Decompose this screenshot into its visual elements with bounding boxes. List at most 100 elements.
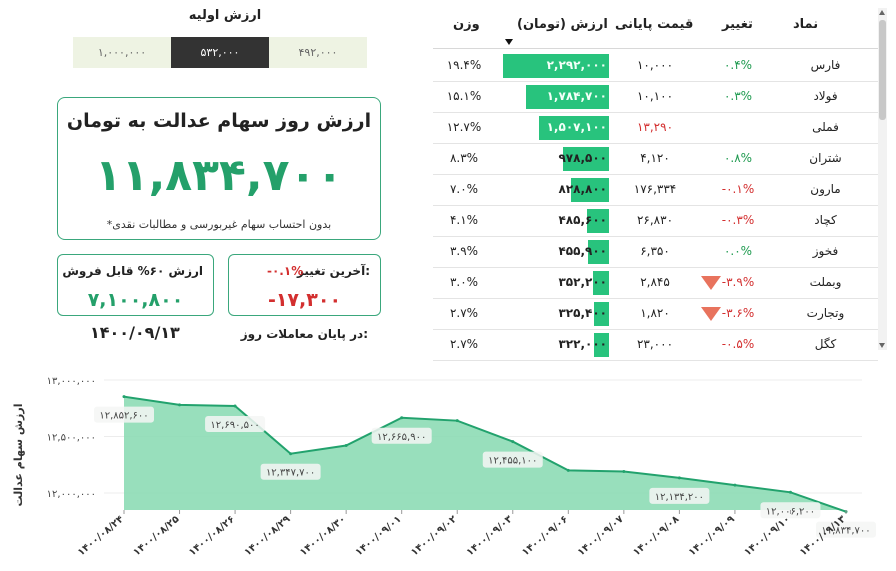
data-point (733, 483, 737, 487)
row-close-price: ۱۷۶,۳۳۴ (633, 182, 677, 196)
toggle-option-492000[interactable]: ۱,۰۰۰,۰۰۰ (73, 37, 171, 68)
table-scrollbar[interactable] (878, 8, 887, 350)
row-symbol[interactable]: مارون (810, 182, 841, 196)
row-close-price: ۱۰,۰۰۰ (636, 58, 674, 72)
row-change: ۰.۸% (723, 151, 753, 165)
data-label-bg (94, 406, 154, 423)
trading-date-label: در پایان معاملات روز: (240, 327, 368, 341)
x-tick-label: ۱۴۰۰/۰۹/۰۹ (687, 514, 737, 559)
row-close-price: ۴,۱۲۰ (640, 151, 670, 165)
row-value-bar (571, 178, 609, 202)
data-point (400, 416, 404, 420)
row-value-text: ۸۲۸,۸۰۰ (558, 182, 607, 196)
last-change-percent: -۰.۱% (267, 264, 304, 278)
table-row[interactable]: فارس ۰.۴% ۱۰,۰۰۰ ۲,۲۹۲,۰۰۰ ۱۹.۴% (433, 50, 878, 82)
table-row[interactable]: وبملت -۳.۹% ۲,۸۴۵ ۳۵۲,۲۰۰ ۳.۰% (433, 267, 878, 299)
row-symbol[interactable]: فخوز (812, 244, 839, 258)
row-symbol[interactable]: وبملت (809, 275, 842, 289)
table-row[interactable]: فملی ۱۳,۲۹۰ ۱,۵۰۷,۱۰۰ ۱۲.۷% (433, 112, 878, 144)
holdings-table: نماد تغییر قیمت پایانی ارزش (تومان) وزن … (433, 8, 878, 361)
sort-desc-icon[interactable] (505, 39, 513, 45)
data-point (233, 404, 237, 408)
row-symbol[interactable]: فولاد (813, 89, 838, 103)
data-point (344, 444, 348, 448)
sellable-value-card: ارزش ۶۰% قابل فروش ۷,۱۰۰,۸۰۰ (57, 254, 214, 316)
row-weight: ۲.۷% (449, 337, 479, 351)
header-close[interactable]: قیمت پایانی (615, 17, 694, 32)
table-row[interactable]: فخوز ۰.۰% ۶,۳۵۰ ۴۵۵,۹۰۰ ۳.۹% (433, 236, 878, 268)
row-close-price: ۲,۸۴۵ (640, 275, 670, 289)
warning-down-icon (701, 307, 721, 321)
row-value-bar (588, 240, 609, 264)
row-symbol[interactable]: کچاد (814, 213, 837, 227)
row-symbol[interactable]: فارس (810, 58, 841, 72)
data-point (455, 419, 459, 423)
row-close-price: ۲۶,۸۳۰ (636, 213, 674, 227)
row-value-text: ۳۲۲,۰۰۰ (558, 337, 607, 351)
header-weight[interactable]: وزن (453, 17, 480, 32)
row-value: ۳۲۵,۴۰۰ (501, 298, 609, 328)
row-value-bar (539, 116, 609, 140)
table-row[interactable]: کچاد -۰.۳% ۲۶,۸۳۰ ۴۸۵,۶۰۰ ۴.۱% (433, 205, 878, 237)
table-row[interactable]: فولاد ۰.۳% ۱۰,۱۰۰ ۱,۷۸۴,۷۰۰ ۱۵.۱% (433, 81, 878, 113)
toggle-option-532000[interactable]: ۵۳۲,۰۰۰ (171, 37, 269, 68)
row-value-text: ۴۵۵,۹۰۰ (558, 244, 607, 258)
initial-value-title: ارزش اولیه (188, 8, 262, 23)
row-symbol[interactable]: فملی (812, 120, 839, 134)
toggle-option-492000[interactable]: ۴۹۲,۰۰۰ (269, 37, 367, 68)
row-value: ۱,۷۸۴,۷۰۰ (501, 81, 609, 111)
data-label-bg (482, 451, 543, 468)
data-point (178, 403, 182, 407)
scroll-up-icon[interactable] (879, 10, 885, 15)
table-row[interactable]: مارون -۰.۱% ۱۷۶,۳۳۴ ۸۲۸,۸۰۰ ۷.۰% (433, 174, 878, 206)
row-value-text: ۱,۷۸۴,۷۰۰ (546, 89, 607, 103)
last-change-card: آخرین تغییر: -۰.۱% -۱۷,۳۰۰ (228, 254, 381, 316)
row-close-price: ۱,۸۲۰ (640, 306, 670, 320)
x-tick-label: ۱۴۰۰/۰۹/۰۳ (465, 514, 515, 559)
row-value: ۴۸۵,۶۰۰ (501, 205, 609, 235)
row-value-text: ۴۸۵,۶۰۰ (558, 213, 607, 227)
row-weight: ۳.۰% (449, 275, 479, 289)
row-value: ۱,۵۰۷,۱۰۰ (501, 112, 609, 142)
row-change: -۳.۹% (721, 275, 755, 289)
x-tick-label: ۱۴۰۰/۰۸/۲۵ (131, 514, 181, 559)
x-tick-label: ۱۴۰۰/۰۸/۲۶ (187, 514, 237, 559)
row-symbol[interactable]: کگل (814, 337, 837, 351)
data-label: ۱۱,۸۳۴,۷۰۰ (821, 526, 870, 537)
row-close-price: ۲۳,۰۰۰ (636, 337, 674, 351)
row-value-text: ۳۵۲,۲۰۰ (558, 275, 607, 289)
row-change: -۳.۶% (721, 306, 755, 320)
header-change[interactable]: تغییر (722, 17, 753, 32)
header-symbol[interactable]: نماد (793, 17, 819, 32)
initial-value-toggle[interactable]: ۱,۰۰۰,۰۰۰ ۵۳۲,۰۰۰ ۴۹۲,۰۰۰ (73, 37, 367, 68)
scroll-down-icon[interactable] (879, 343, 885, 348)
y-tick-label: ۱۲,۵۰۰,۰۰۰ (47, 433, 96, 444)
table-row[interactable]: شتران ۰.۸% ۴,۱۲۰ ۹۷۸,۵۰۰ ۸.۳% (433, 143, 878, 175)
x-tick-label: ۱۴۰۰/۰۹/۰۷ (576, 514, 626, 559)
row-value-text: ۳۲۵,۴۰۰ (558, 306, 607, 320)
row-symbol[interactable]: شتران (809, 151, 842, 165)
row-symbol[interactable]: وتجارت (806, 306, 845, 320)
header-value[interactable]: ارزش (تومان) (517, 17, 608, 32)
scroll-thumb[interactable] (879, 20, 886, 120)
y-tick-label: ۱۲,۰۰۰,۰۰۰ (47, 489, 96, 500)
row-close-price: ۶,۳۵۰ (640, 244, 670, 258)
row-weight: ۳.۹% (449, 244, 479, 258)
card-note: *بدون احتساب سهام غیربورسی و مطالبات نقد… (106, 218, 332, 231)
table-row[interactable]: وتجارت -۳.۶% ۱,۸۲۰ ۳۲۵,۴۰۰ ۲.۷% (433, 298, 878, 330)
row-value-text: ۱,۵۰۷,۱۰۰ (546, 120, 607, 134)
data-label-bg (649, 487, 710, 504)
row-change: -۰.۵% (721, 337, 755, 351)
sellable-value: ۷,۱۰۰,۸۰۰ (87, 289, 184, 311)
row-change (703, 112, 773, 142)
trading-date: ۱۴۰۰/۰۹/۱۳ (90, 323, 180, 342)
row-close-price: ۱۰,۱۰۰ (636, 89, 674, 103)
value-history-chart: ۱۲,۰۰۰,۰۰۰ ۱۲,۵۰۰,۰۰۰ ۱۳,۰۰۰,۰۰۰ ارزش سهام … (12, 376, 876, 559)
data-label: ۱۲,۸۵۲,۶۰۰ (99, 411, 148, 422)
last-change-label: آخرین تغییر: (296, 264, 370, 278)
row-change: ۰.۴% (723, 58, 753, 72)
table-row[interactable]: کگل -۰.۵% ۲۳,۰۰۰ ۳۲۲,۰۰۰ ۲.۷% (433, 329, 878, 361)
data-point (289, 452, 293, 456)
row-value-bar (563, 147, 609, 171)
data-label-bg (260, 463, 321, 480)
